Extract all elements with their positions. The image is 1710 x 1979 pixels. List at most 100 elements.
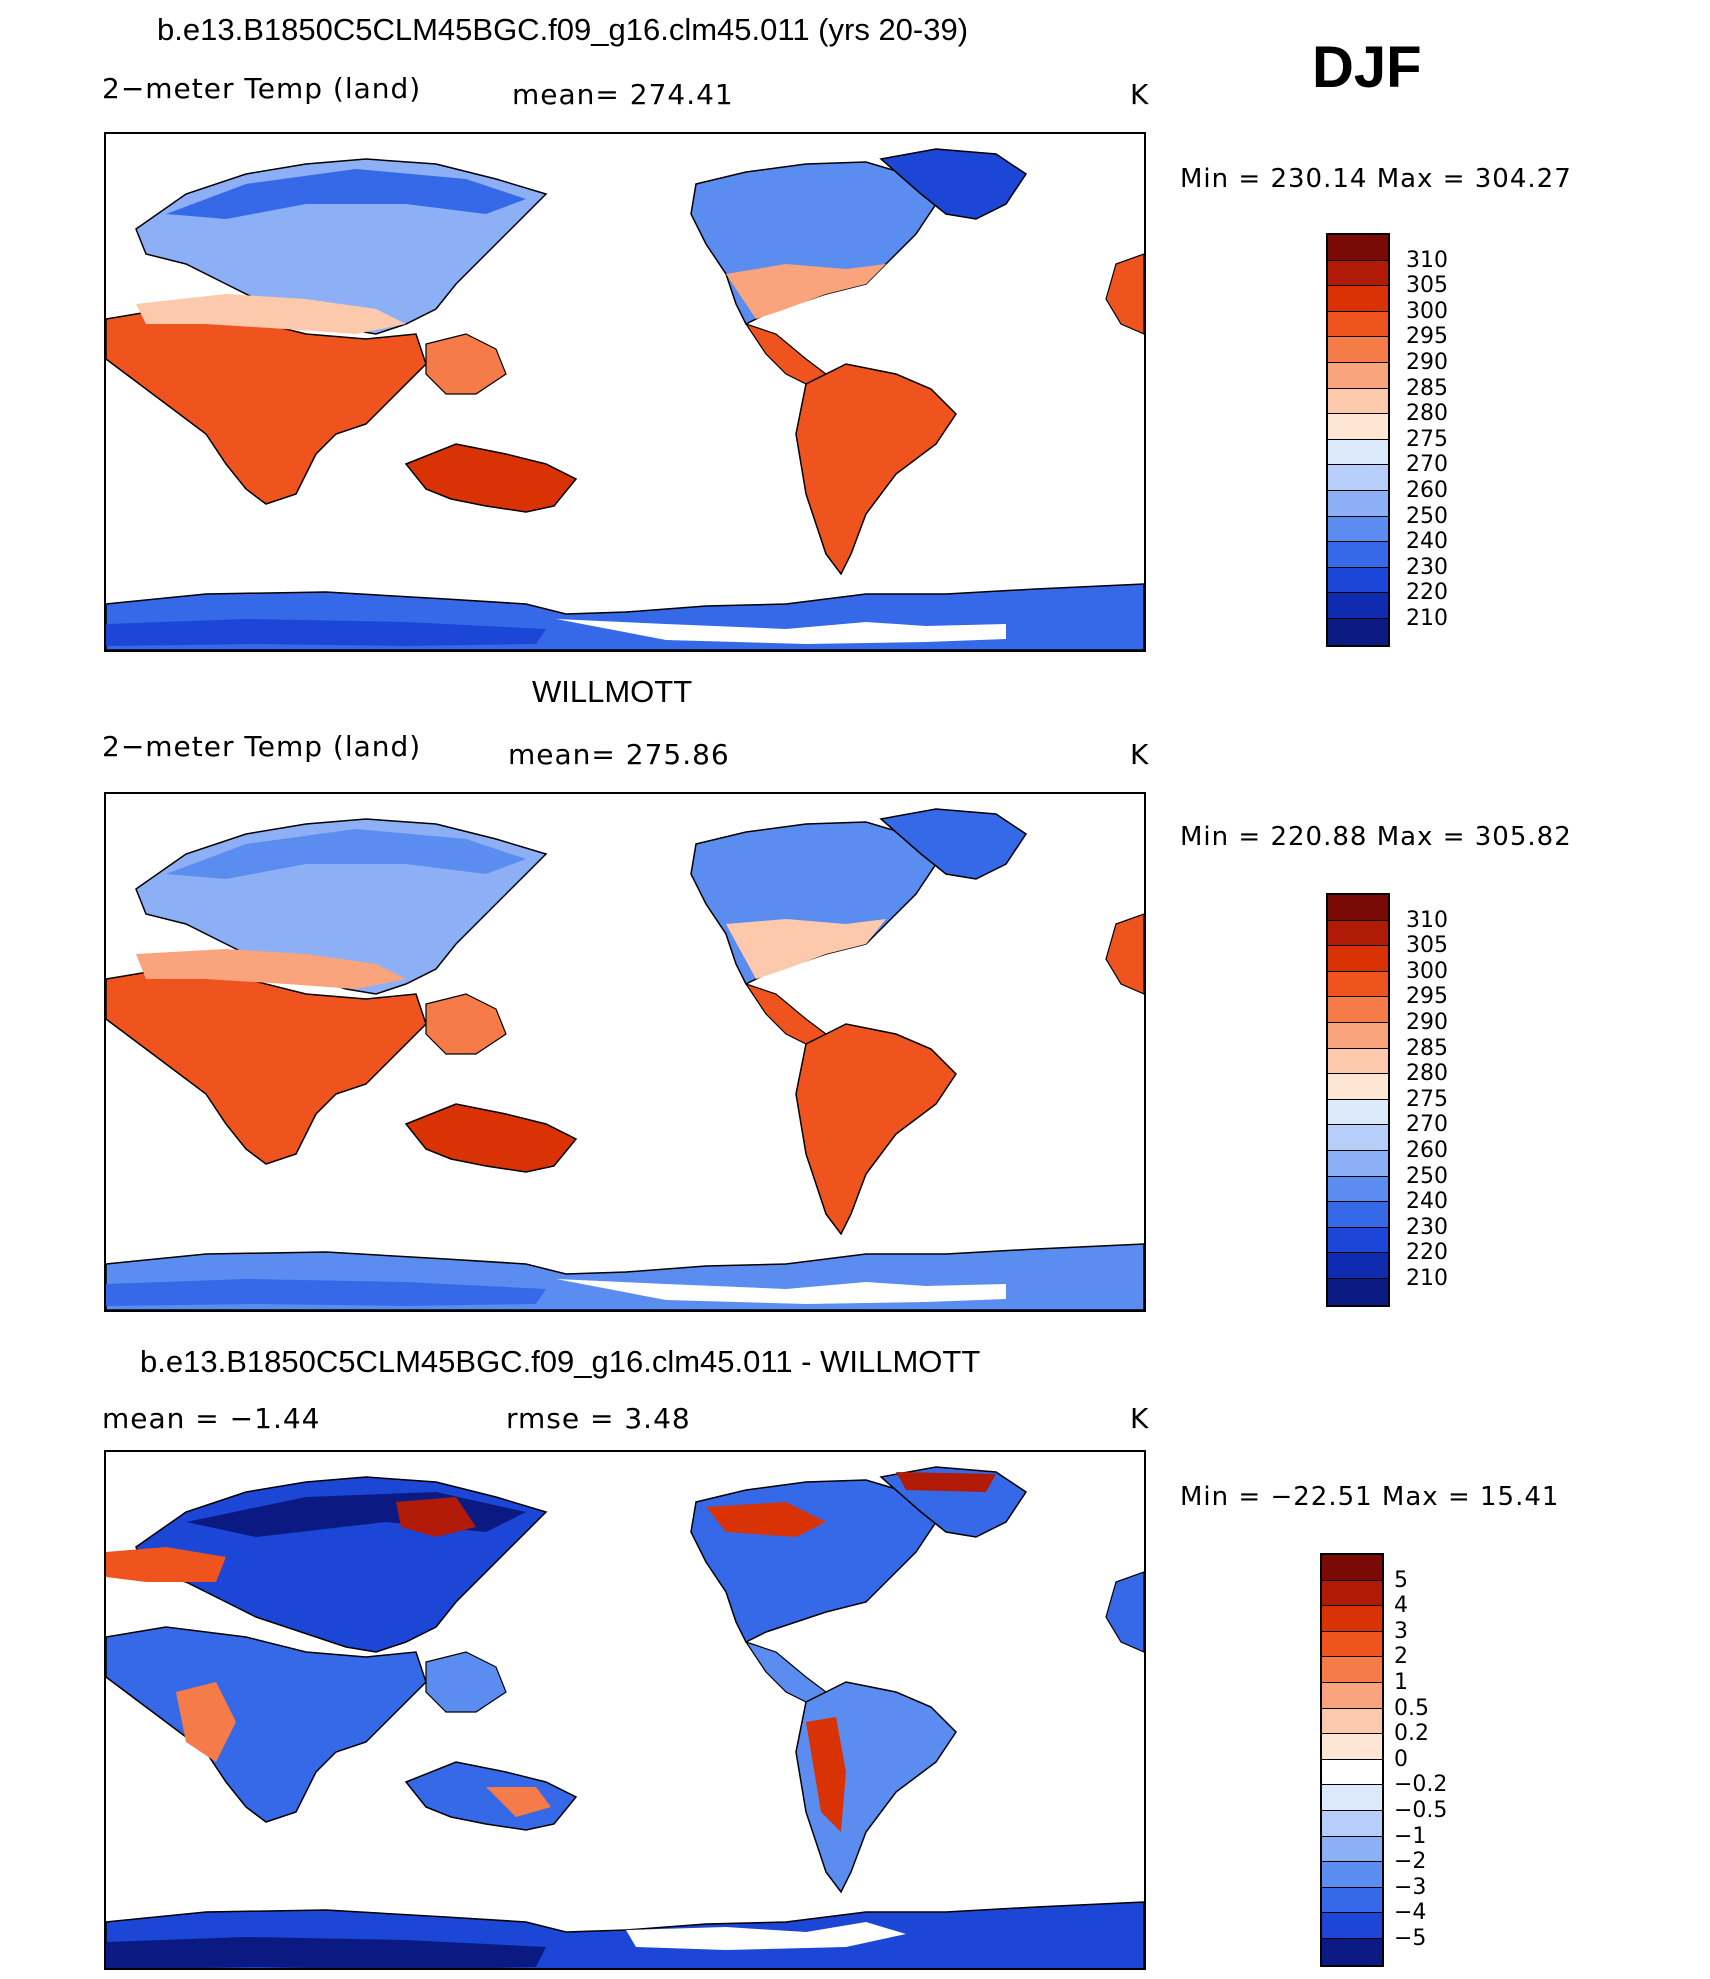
colorbar-tick-label: 260 bbox=[1406, 478, 1448, 503]
panel2-title: WILLMOTT bbox=[532, 674, 693, 709]
colorbar-swatch bbox=[1322, 1631, 1382, 1658]
colorbar-swatch bbox=[1328, 1253, 1388, 1279]
colorbar-tick-label: 210 bbox=[1406, 606, 1448, 631]
colorbar-tick-label: 300 bbox=[1406, 958, 1448, 984]
colorbar-tick-label: 305 bbox=[1406, 273, 1448, 299]
colorbar-tick-label: 300 bbox=[1406, 298, 1448, 324]
colorbar-tick-label: 290 bbox=[1406, 350, 1448, 375]
colorbar-tick-label: 310 bbox=[1406, 907, 1448, 933]
colorbar-tick-label: 230 bbox=[1406, 1214, 1448, 1240]
colorbar-swatch bbox=[1328, 260, 1388, 287]
colorbar-tick-label: −1 bbox=[1394, 1823, 1427, 1849]
colorbar-tick-label: 0 bbox=[1394, 1746, 1408, 1772]
colorbar-swatch bbox=[1328, 920, 1388, 947]
colorbar-swatch bbox=[1328, 235, 1388, 261]
colorbar-swatch bbox=[1322, 1657, 1382, 1683]
panel2-mean: mean= 275.86 bbox=[508, 738, 730, 771]
colorbar-swatch bbox=[1322, 1836, 1382, 1863]
colorbar-swatch bbox=[1322, 1759, 1382, 1786]
colorbar-swatch bbox=[1328, 1074, 1388, 1100]
colorbar-swatch bbox=[1328, 1202, 1388, 1228]
colorbar-tick-label: 2 bbox=[1394, 1644, 1408, 1670]
colorbar-swatch bbox=[1328, 567, 1388, 594]
colorbar-swatch bbox=[1328, 362, 1388, 389]
colorbar-tick-label: −3 bbox=[1394, 1874, 1427, 1900]
colorbar-swatch bbox=[1322, 1580, 1382, 1607]
colorbar-swatch bbox=[1328, 490, 1388, 517]
panel1-title: b.e13.B1850C5CLM45BGC.f09_g16.clm45.011 … bbox=[157, 12, 969, 47]
colorbar-swatch bbox=[1328, 946, 1388, 972]
colorbar-tick-label: 3 bbox=[1394, 1618, 1408, 1644]
colorbar-tick-label: 270 bbox=[1406, 452, 1448, 478]
colorbar-tick-label: 0.5 bbox=[1394, 1695, 1429, 1721]
colorbar-tick-label: 285 bbox=[1406, 375, 1448, 401]
colorbar-tick-label: 275 bbox=[1406, 426, 1448, 452]
colorbar-tick-label: 295 bbox=[1406, 984, 1448, 1010]
colorbar-tick-label: 295 bbox=[1406, 324, 1448, 350]
colorbar-swatch bbox=[1328, 895, 1388, 921]
colorbar-tick-label: 210 bbox=[1406, 1266, 1448, 1291]
panel2-minmax: Min = 220.88 Max = 305.82 bbox=[1180, 822, 1572, 852]
colorbar-swatch bbox=[1328, 1227, 1388, 1254]
panel2-variable: 2−meter Temp (land) bbox=[102, 730, 422, 763]
colorbar-tick-label: −5 bbox=[1394, 1926, 1427, 1951]
panel2-map bbox=[104, 792, 1146, 1312]
season-label: DJF bbox=[1312, 35, 1422, 100]
colorbar-tick-label: 275 bbox=[1406, 1086, 1448, 1112]
colorbar-tick-label: 270 bbox=[1406, 1112, 1448, 1138]
colorbar-tick-label: 305 bbox=[1406, 933, 1448, 959]
colorbar-swatch bbox=[1322, 1606, 1382, 1632]
colorbar-swatch bbox=[1328, 1150, 1388, 1177]
colorbar-swatch bbox=[1328, 542, 1388, 568]
colorbar-swatch bbox=[1328, 388, 1388, 415]
colorbar-tick-label: 230 bbox=[1406, 554, 1448, 580]
panel3-map bbox=[104, 1450, 1146, 1970]
panel2-unit: K bbox=[1130, 738, 1150, 771]
colorbar-swatch bbox=[1328, 1278, 1388, 1305]
colorbar-tick-label: 5 bbox=[1394, 1567, 1408, 1593]
colorbar-tick-label: 240 bbox=[1406, 1189, 1448, 1215]
colorbar-swatch bbox=[1322, 1913, 1382, 1939]
colorbar-swatch bbox=[1328, 997, 1388, 1023]
panel2-map-graphic bbox=[106, 808, 1144, 1310]
colorbar-tick-label: 4 bbox=[1394, 1593, 1408, 1619]
panel3-mean: mean = −1.44 bbox=[102, 1402, 321, 1435]
colorbar-swatch bbox=[1328, 516, 1388, 543]
colorbar-swatch bbox=[1322, 1708, 1382, 1735]
panel3-minmax: Min = −22.51 Max = 15.41 bbox=[1180, 1482, 1560, 1512]
colorbar-tick-label: 285 bbox=[1406, 1035, 1448, 1061]
colorbar-swatch bbox=[1328, 593, 1388, 619]
colorbar-swatches bbox=[1326, 893, 1390, 1307]
panel1-unit: K bbox=[1130, 78, 1150, 111]
colorbar-swatch bbox=[1322, 1887, 1382, 1914]
colorbar-swatch bbox=[1322, 1682, 1382, 1709]
colorbar-swatch bbox=[1328, 971, 1388, 998]
colorbar-tick-label: 260 bbox=[1406, 1138, 1448, 1163]
panel3-rmse: rmse = 3.48 bbox=[506, 1402, 691, 1435]
colorbar-swatch bbox=[1328, 1125, 1388, 1151]
colorbar-tick-label: 0.2 bbox=[1394, 1721, 1429, 1747]
colorbar-tick-label: 250 bbox=[1406, 503, 1448, 529]
panel1-map bbox=[104, 132, 1146, 652]
colorbar-tick-label: 1 bbox=[1394, 1670, 1408, 1695]
panel1-mean: mean= 274.41 bbox=[512, 78, 734, 111]
colorbar-tick-label: −2 bbox=[1394, 1849, 1427, 1875]
colorbar-swatch bbox=[1322, 1734, 1382, 1760]
colorbar-swatch bbox=[1328, 311, 1388, 338]
panel3-map-graphic bbox=[106, 1466, 1144, 1968]
panel1-map-graphic bbox=[106, 148, 1144, 650]
colorbar-tick-label: −4 bbox=[1394, 1900, 1427, 1926]
colorbar-swatch bbox=[1328, 439, 1388, 466]
colorbar-swatch bbox=[1328, 618, 1388, 645]
panel3-title: b.e13.B1850C5CLM45BGC.f09_g16.clm45.011 … bbox=[140, 1344, 981, 1379]
colorbar-swatch bbox=[1322, 1938, 1382, 1965]
panel1-minmax: Min = 230.14 Max = 304.27 bbox=[1180, 164, 1572, 194]
colorbar-swatches bbox=[1326, 233, 1390, 647]
colorbar-swatch bbox=[1328, 286, 1388, 312]
colorbar-tick-label: −0.2 bbox=[1394, 1772, 1448, 1798]
colorbar-swatch bbox=[1328, 337, 1388, 363]
colorbar-tick-label: 240 bbox=[1406, 529, 1448, 555]
colorbar-swatch bbox=[1328, 1048, 1388, 1075]
colorbar-swatch bbox=[1322, 1862, 1382, 1888]
colorbar-swatch bbox=[1328, 1022, 1388, 1049]
